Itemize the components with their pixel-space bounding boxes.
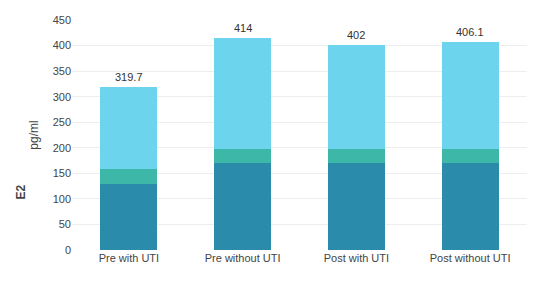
svg-text:400: 400	[53, 39, 71, 51]
svg-text:200: 200	[53, 142, 71, 154]
svg-text:319.7: 319.7	[115, 71, 143, 83]
svg-text:350: 350	[53, 65, 71, 77]
svg-text:Post without UTI: Post without UTI	[430, 252, 511, 264]
svg-text:50: 50	[59, 218, 71, 230]
svg-text:100: 100	[53, 193, 71, 205]
svg-text:pg/ml: pg/ml	[27, 120, 41, 149]
svg-text:Post with UTI: Post with UTI	[324, 252, 389, 264]
svg-text:414: 414	[234, 22, 252, 34]
svg-text:406.1: 406.1	[456, 26, 484, 38]
svg-text:250: 250	[53, 116, 71, 128]
svg-text:150: 150	[53, 167, 71, 179]
svg-text:0: 0	[65, 244, 71, 256]
svg-text:450: 450	[53, 14, 71, 26]
svg-text:E2: E2	[14, 184, 28, 199]
svg-text:402: 402	[347, 29, 365, 41]
svg-text:Pre without UTI: Pre without UTI	[205, 252, 281, 264]
svg-text:300: 300	[53, 91, 71, 103]
svg-text:Pre with UTI: Pre with UTI	[99, 252, 160, 264]
